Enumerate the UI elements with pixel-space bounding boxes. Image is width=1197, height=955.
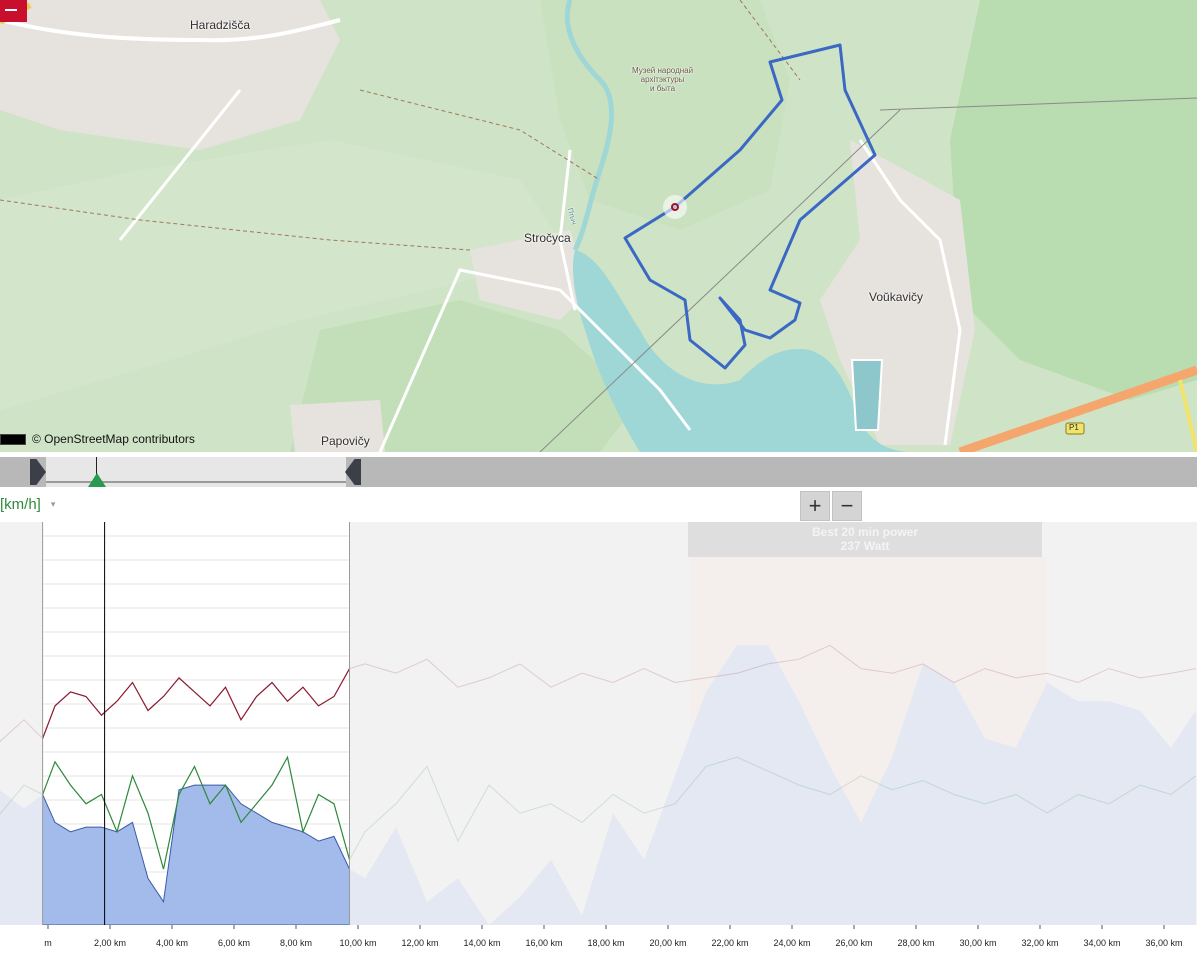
x-axis-tick-label: 6,00 km (218, 938, 250, 948)
unit-select[interactable]: [km/h] ▾ (0, 496, 55, 513)
chevron-down-icon: ▾ (50, 499, 56, 509)
x-axis-tick-label: 14,00 km (463, 938, 500, 948)
map-view[interactable]: Haradzišča Stročyca Voŭkavičy Papovičy М… (0, 0, 1197, 452)
speed-line (42, 755, 350, 870)
place-label-voukavicy: Voŭkavičy (869, 290, 924, 304)
x-axis-tick-label: 36,00 km (1145, 938, 1182, 948)
x-axis-tick-label: 2,00 km (94, 938, 126, 948)
x-axis-tick-label: m (44, 938, 52, 948)
x-axis-tick-label: 16,00 km (525, 938, 562, 948)
x-axis-tick-label: 10,00 km (339, 938, 376, 948)
road-label-p1: P1 (1069, 423, 1079, 432)
best-power-title: Best 20 min power (811, 525, 919, 539)
timeline-track-line (46, 481, 346, 483)
chart-toolbar: [km/h] ▾ + − (0, 491, 1197, 522)
x-axis-background (0, 925, 1197, 955)
best-power-value: 237 Watt (840, 539, 890, 553)
x-axis-tick-label: 34,00 km (1083, 938, 1120, 948)
poi-label-line: архітэктуры (640, 75, 685, 84)
elevation-speed-chart[interactable]: m 2,00 km 4,00 km 6,00 km 8,00 km 10,00 km 12,… (0, 522, 1197, 955)
unit-select-label: [km/h] (0, 496, 41, 513)
attribution-text[interactable]: © OpenStreetMap contributors (32, 432, 195, 446)
x-axis-tick-label: 32,00 km (1021, 938, 1058, 948)
zoom-out-button[interactable]: − (832, 491, 862, 521)
x-axis-tick-label: 30,00 km (959, 938, 996, 948)
map-attribution: © OpenStreetMap contributors (0, 431, 195, 447)
x-axis-tick-label: 28,00 km (897, 938, 934, 948)
x-axis-tick-label: 4,00 km (156, 938, 188, 948)
poi-label-line: и быта (650, 84, 676, 93)
menu-icon (5, 9, 17, 11)
menu-button[interactable] (0, 0, 27, 22)
timeline-cursor-line (96, 457, 97, 479)
x-axis-tick-label: 22,00 km (711, 938, 748, 948)
x-axis-tick-label: 20,00 km (649, 938, 686, 948)
scale-bar (0, 433, 26, 445)
timeline-right-handle[interactable] (345, 459, 361, 485)
zoom-in-button[interactable]: + (800, 491, 830, 521)
x-axis-tick-label: 26,00 km (835, 938, 872, 948)
timeline-range-slider[interactable] (0, 457, 1197, 487)
x-axis-tick-label: 18,00 km (587, 938, 624, 948)
chart-svg[interactable]: m 2,00 km 4,00 km 6,00 km 8,00 km 10,00 km 12,… (0, 522, 1197, 955)
x-axis-tick-label: 12,00 km (401, 938, 438, 948)
x-axis-tick-label: 8,00 km (280, 938, 312, 948)
map-canvas[interactable] (0, 0, 1197, 452)
timeline-left-handle[interactable] (30, 459, 46, 485)
place-label-papovicy: Papovičy (321, 434, 370, 448)
place-label-strocyca: Stročyca (524, 231, 571, 245)
heart-rate-line (42, 667, 350, 740)
poi-label-line: Музей народнай (632, 66, 694, 75)
best-power-annotation: Best 20 min power 237 Watt (688, 522, 1042, 557)
elevation-area (42, 784, 350, 926)
x-axis-tick-label: 24,00 km (773, 938, 810, 948)
timeline-cursor-marker[interactable] (88, 473, 106, 487)
poi-label-museum: Музей народнай архітэктуры и быта (632, 66, 693, 93)
place-label-haradzisca: Haradzišča (190, 18, 251, 32)
